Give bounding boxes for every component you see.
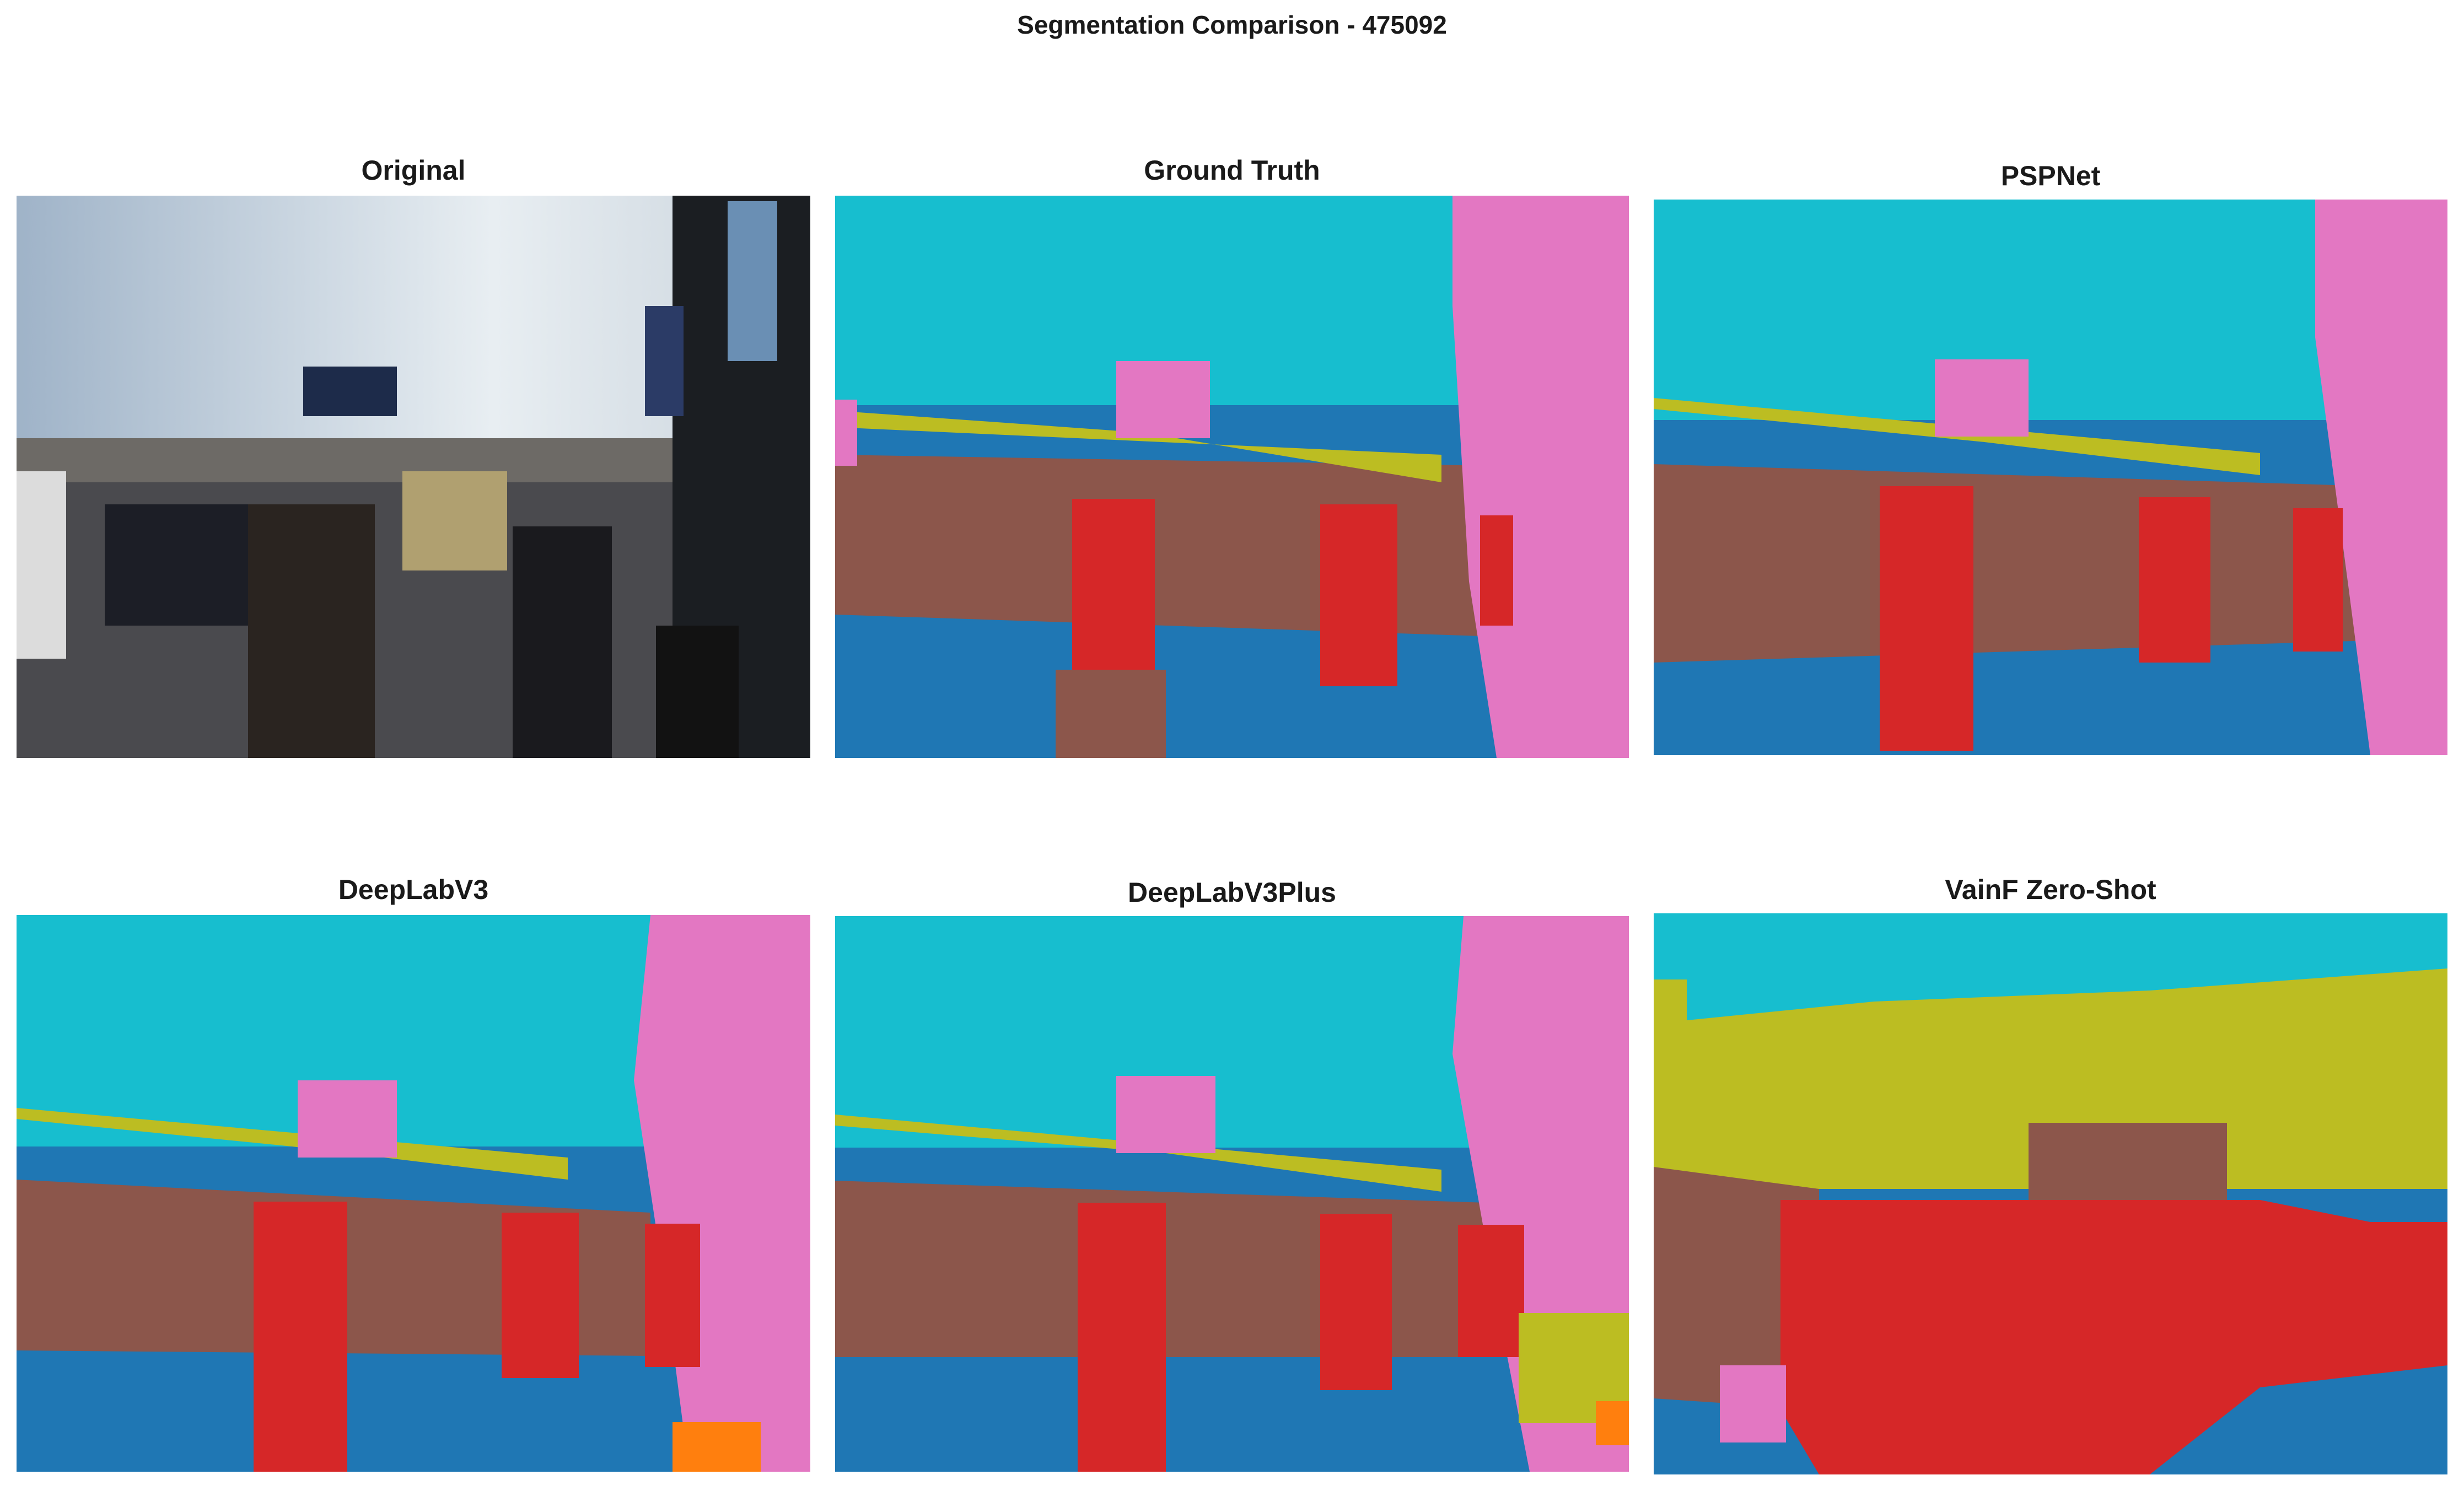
panel-title-deeplabv3: DeepLabV3 [338,874,489,905]
panel-title-vainf-zero-shot: VainF Zero-Shot [1945,874,2156,905]
figure-title: Segmentation Comparison - 475092 [1017,10,1447,39]
pspnet-mask [1654,200,2447,755]
panel-title-deeplabv3plus: DeepLabV3Plus [1128,877,1336,908]
deeplabv3plus-mask [835,916,1629,1472]
deeplabv3-mask [17,915,810,1472]
ground-truth-mask [835,196,1629,758]
panel-title-pspnet: PSPNet [2000,160,2101,191]
panel-title-original: Original [361,155,466,186]
panel-title-ground-truth: Ground Truth [1144,155,1320,186]
vainf-zero-shot-mask [1654,913,2447,1474]
original-photo [17,196,810,758]
